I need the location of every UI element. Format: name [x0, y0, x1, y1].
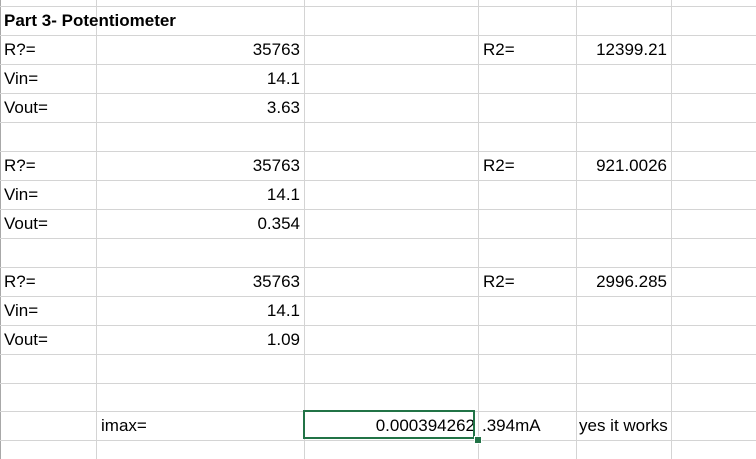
- grid-row-line: [0, 93, 756, 94]
- grid-column-line: [0, 0, 1, 459]
- grid-row-line: [0, 267, 756, 268]
- cell-r2-value-3[interactable]: 2996.285: [596, 272, 667, 291]
- grid-column-line: [671, 0, 672, 459]
- grid-row-line: [0, 209, 756, 210]
- active-cell-selection[interactable]: [303, 410, 475, 439]
- fill-handle[interactable]: [474, 436, 482, 444]
- sheet-title[interactable]: Part 3- Potentiometer: [4, 11, 176, 30]
- cell-r-label-2[interactable]: R?=: [4, 156, 36, 175]
- grid-row-line: [0, 325, 756, 326]
- cell-r2-label-3[interactable]: R2=: [483, 272, 515, 291]
- grid-column-line: [478, 0, 479, 459]
- cell-vout-label-2[interactable]: Vout=: [4, 214, 48, 233]
- cell-imax-ma[interactable]: .394mA: [482, 416, 541, 435]
- cell-r-value-2[interactable]: 35763: [252, 156, 300, 175]
- cell-vout-value-1[interactable]: 3.63: [266, 98, 300, 117]
- cell-vin-value-1[interactable]: 14.1: [266, 69, 300, 88]
- cell-r2-label-2[interactable]: R2=: [483, 156, 515, 175]
- grid-row-line: [0, 180, 756, 181]
- cell-vout-label-3[interactable]: Vout=: [4, 330, 48, 349]
- cell-vin-label-2[interactable]: Vin=: [4, 185, 39, 204]
- grid-row-line: [0, 238, 756, 239]
- cell-r2-value-1[interactable]: 12399.21: [596, 40, 667, 59]
- cell-vout-label-1[interactable]: Vout=: [4, 98, 48, 117]
- grid-column-line: [576, 0, 577, 459]
- grid-column-line: [304, 0, 305, 459]
- cell-vout-value-3[interactable]: 1.09: [266, 330, 300, 349]
- cell-vin-label-3[interactable]: Vin=: [4, 301, 39, 320]
- grid-column-line: [96, 0, 97, 459]
- cell-r-value-3[interactable]: 35763: [252, 272, 300, 291]
- grid-row-line: [0, 440, 756, 441]
- grid-row-line: [0, 151, 756, 152]
- grid-row-line: [0, 64, 756, 65]
- cell-imax-note[interactable]: yes it works: [579, 416, 668, 435]
- cell-vout-value-2[interactable]: 0.354: [257, 214, 300, 233]
- grid-row-line: [0, 354, 756, 355]
- cell-r-label-1[interactable]: R?=: [4, 40, 36, 59]
- cell-vin-value-3[interactable]: 14.1: [266, 301, 300, 320]
- cell-vin-value-2[interactable]: 14.1: [266, 185, 300, 204]
- cell-r-value-1[interactable]: 35763: [252, 40, 300, 59]
- grid-row-line: [0, 6, 756, 7]
- cell-r2-label-1[interactable]: R2=: [483, 40, 515, 59]
- grid-row-line: [0, 122, 756, 123]
- cell-vin-label-1[interactable]: Vin=: [4, 69, 39, 88]
- grid-row-line: [0, 383, 756, 384]
- cell-imax-label[interactable]: imax=: [101, 416, 147, 435]
- cell-imax-value[interactable]: 0.000394262: [375, 416, 475, 435]
- cell-r-label-3[interactable]: R?=: [4, 272, 36, 291]
- grid-row-line: [0, 296, 756, 297]
- grid-row-line: [0, 35, 756, 36]
- cell-r2-value-2[interactable]: 921.0026: [596, 156, 667, 175]
